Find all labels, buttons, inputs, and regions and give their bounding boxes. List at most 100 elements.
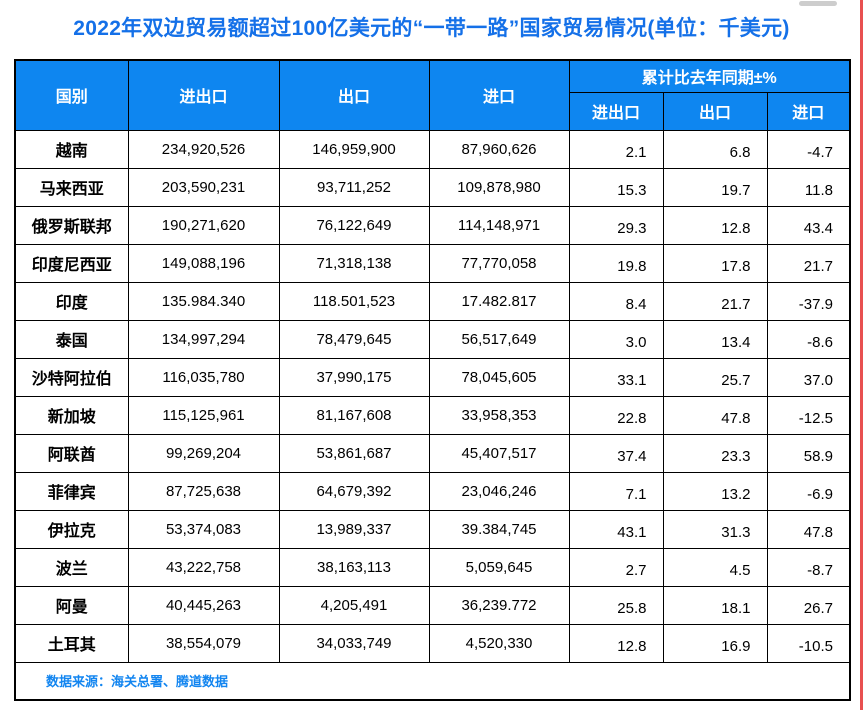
total-trade-cell: 87,725,638 [127,471,280,511]
total-trade-cell: 43,222,758 [127,547,280,587]
yoy-total-cell: 37.4 [568,433,664,473]
yoy-import-cell: -37.9 [766,281,851,321]
total-trade-cell: 53,374,083 [127,509,280,549]
yoy-import-cell: -10.5 [766,623,851,663]
col-header-total-trade: 进出口 [127,59,280,131]
country-cell: 波兰 [14,547,129,587]
export-cell: 76,122,649 [278,205,430,245]
table-row: 沙特阿拉伯 116,035,780 37,990,175 78,045,605 … [14,357,851,397]
import-cell: 56,517,649 [428,319,570,359]
export-cell: 93,711,252 [278,167,430,207]
yoy-export-cell: 13.4 [662,319,768,359]
table-row: 土耳其 38,554,079 34,033,749 4,520,330 12.8… [14,623,851,663]
table-row: 波兰 43,222,758 38,163,113 5,059,645 2.7 4… [14,547,851,587]
country-cell: 印度尼西亚 [14,243,129,283]
import-cell: 109,878,980 [428,167,570,207]
yoy-export-cell: 16.9 [662,623,768,663]
yoy-total-cell: 43.1 [568,509,664,549]
export-cell: 4,205,491 [278,585,430,625]
total-trade-cell: 115,125,961 [127,395,280,435]
yoy-total-cell: 25.8 [568,585,664,625]
yoy-import-cell: -6.9 [766,471,851,511]
total-trade-cell: 190,271,620 [127,205,280,245]
import-cell: 23,046,246 [428,471,570,511]
export-cell: 37,990,175 [278,357,430,397]
country-cell: 阿曼 [14,585,129,625]
yoy-total-cell: 15.3 [568,167,664,207]
import-cell: 17.482.817 [428,281,570,321]
yoy-total-cell: 8.4 [568,281,664,321]
export-cell: 53,861,687 [278,433,430,473]
table-row: 伊拉克 53,374,083 13,989,337 39.384,745 43.… [14,509,851,549]
table-row: 新加坡 115,125,961 81,167,608 33,958,353 22… [14,395,851,435]
yoy-total-cell: 19.8 [568,243,664,283]
import-cell: 5,059,645 [428,547,570,587]
yoy-export-cell: 12.8 [662,205,768,245]
table-body: 越南 234,920,526 146,959,900 87,960,626 2.… [14,129,851,663]
yoy-export-cell: 25.7 [662,357,768,397]
import-cell: 114,148,971 [428,205,570,245]
col-header-country: 国别 [14,59,129,131]
import-cell: 78,045,605 [428,357,570,397]
yoy-import-cell: -8.7 [766,547,851,587]
yoy-export-cell: 18.1 [662,585,768,625]
table-row: 印度 135.984.340 118.501,523 17.482.817 8.… [14,281,851,321]
import-cell: 33,958,353 [428,395,570,435]
yoy-export-cell: 19.7 [662,167,768,207]
yoy-import-cell: 37.0 [766,357,851,397]
export-cell: 38,163,113 [278,547,430,587]
import-cell: 4,520,330 [428,623,570,663]
right-edge-line [860,0,863,710]
country-cell: 土耳其 [14,623,129,663]
yoy-import-cell: -4.7 [766,129,851,169]
yoy-export-cell: 13.2 [662,471,768,511]
yoy-import-cell: 58.9 [766,433,851,473]
total-trade-cell: 40,445,263 [127,585,280,625]
table-header: 国别 进出口 出口 进口 累计比去年同期±% 进出口 出口 进口 [14,59,851,131]
import-cell: 39.384,745 [428,509,570,549]
table-row: 阿曼 40,445,263 4,205,491 36,239.772 25.8 … [14,585,851,625]
country-cell: 越南 [14,129,129,169]
country-cell: 阿联酋 [14,433,129,473]
table-row: 俄罗斯联邦 190,271,620 76,122,649 114,148,971… [14,205,851,245]
export-cell: 71,318,138 [278,243,430,283]
col-header-yoy-import: 进口 [766,91,851,131]
yoy-import-cell: 21.7 [766,243,851,283]
table-footer: 数据来源：海关总署、腾道数据 [14,661,851,700]
import-cell: 77,770,058 [428,243,570,283]
yoy-export-cell: 47.8 [662,395,768,435]
total-trade-cell: 38,554,079 [127,623,280,663]
yoy-total-cell: 2.1 [568,129,664,169]
table-row: 马来西亚 203,590,231 93,711,252 109,878,980 … [14,167,851,207]
yoy-total-cell: 22.8 [568,395,664,435]
total-trade-cell: 149,088,196 [127,243,280,283]
export-cell: 78,479,645 [278,319,430,359]
yoy-export-cell: 4.5 [662,547,768,587]
yoy-import-cell: -12.5 [766,395,851,435]
country-cell: 菲律宾 [14,471,129,511]
data-source: 数据来源：海关总署、腾道数据 [14,661,851,700]
import-cell: 36,239.772 [428,585,570,625]
country-cell: 俄罗斯联邦 [14,205,129,245]
table-row: 菲律宾 87,725,638 64,679,392 23,046,246 7.1… [14,471,851,511]
horizontal-scrollbar-thumb[interactable] [799,1,837,6]
import-cell: 87,960,626 [428,129,570,169]
export-cell: 118.501,523 [278,281,430,321]
export-cell: 13,989,337 [278,509,430,549]
yoy-export-cell: 21.7 [662,281,768,321]
country-cell: 印度 [14,281,129,321]
total-trade-cell: 135.984.340 [127,281,280,321]
total-trade-cell: 203,590,231 [127,167,280,207]
yoy-import-cell: -8.6 [766,319,851,359]
export-cell: 146,959,900 [278,129,430,169]
yoy-total-cell: 7.1 [568,471,664,511]
export-cell: 34,033,749 [278,623,430,663]
country-cell: 新加坡 [14,395,129,435]
yoy-import-cell: 43.4 [766,205,851,245]
export-cell: 81,167,608 [278,395,430,435]
yoy-import-cell: 26.7 [766,585,851,625]
yoy-export-cell: 31.3 [662,509,768,549]
total-trade-cell: 234,920,526 [127,129,280,169]
col-header-yoy-total: 进出口 [568,91,664,131]
table-row: 越南 234,920,526 146,959,900 87,960,626 2.… [14,129,851,169]
